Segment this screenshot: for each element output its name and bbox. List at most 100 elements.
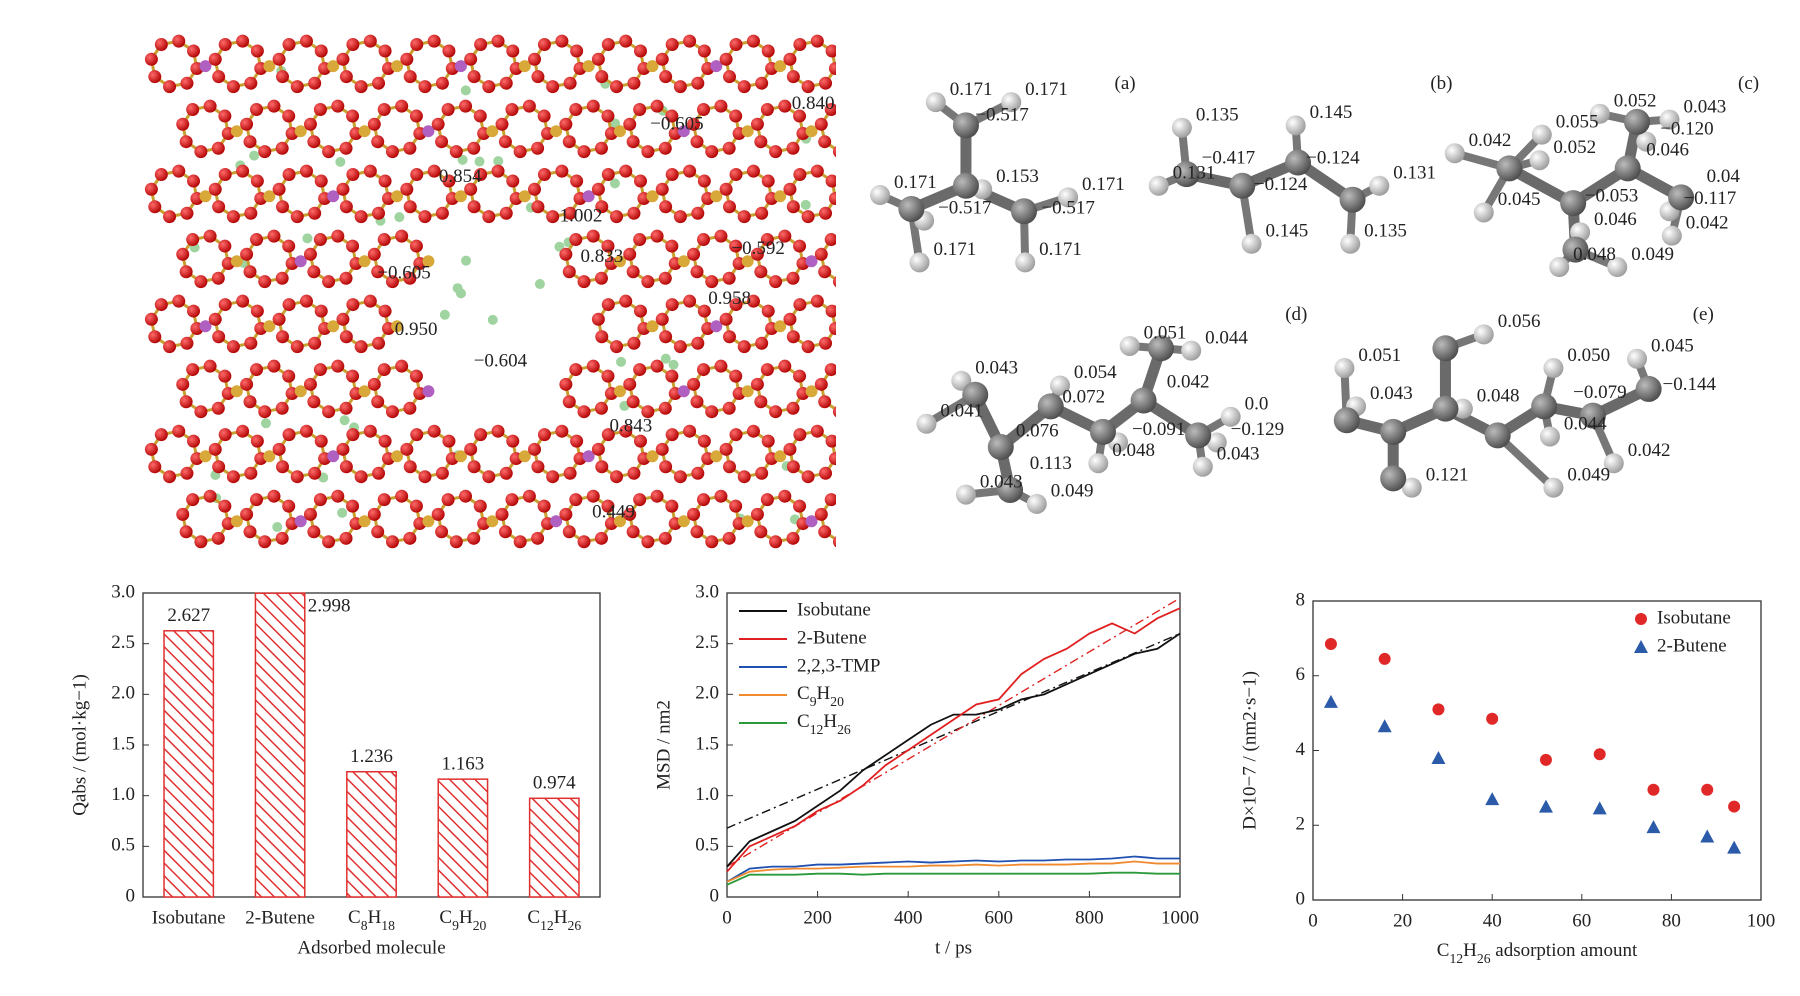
point [1700, 829, 1715, 843]
silicon-atom [613, 385, 626, 398]
carbon-atom [1380, 418, 1407, 445]
oxygen-atom [793, 499, 807, 513]
charge-label: 0.051 [1144, 323, 1187, 344]
oxygen-atom [824, 493, 836, 507]
oxygen-atom [331, 229, 345, 243]
carbon-atom [1531, 393, 1558, 420]
oxygen-atom [687, 507, 701, 521]
oxygen-atom [626, 395, 640, 409]
value-label: 2.998 [308, 596, 351, 617]
guest-atom [249, 150, 260, 161]
oxygen-atom [818, 265, 832, 279]
oxygen-atom [714, 359, 728, 373]
guest-atom [660, 353, 671, 364]
oxygen-atom [860, 257, 873, 270]
oxygen-atom [528, 442, 542, 456]
oxygen-atom [595, 70, 609, 84]
oxygen-atom [810, 34, 824, 48]
point [1431, 750, 1446, 764]
ring [687, 359, 754, 419]
oxygen-atom [276, 460, 290, 474]
oxygen-atom [400, 52, 414, 66]
oxygen-atom [610, 210, 624, 224]
oxygen-atom [163, 470, 177, 484]
oxygen-atom [769, 145, 783, 159]
oxygen-atom [410, 428, 424, 442]
ring [464, 424, 531, 484]
silicon-atom [263, 450, 276, 463]
oxygen-atom [346, 38, 360, 52]
oxygen-atom [546, 210, 560, 224]
bond [863, 116, 866, 133]
oxygen-atom [687, 377, 701, 391]
oxygen-atom [528, 52, 542, 66]
oxygen-atom [673, 210, 687, 224]
oxygen-atom [569, 493, 583, 507]
charge-label: 0.843 [610, 416, 653, 437]
hydrogen-atom [1369, 175, 1390, 196]
oxygen-atom [331, 359, 345, 373]
oxygen-atom [211, 531, 225, 545]
oxygen-atom [148, 200, 162, 214]
oxygen-atom [577, 145, 591, 159]
carbon-atom [1229, 172, 1256, 199]
oxygen-atom [778, 359, 792, 373]
carbon-atom [1037, 393, 1064, 420]
oxygen-atom [243, 265, 257, 279]
charge-label: −0.604 [474, 351, 528, 372]
oxygen-atom [531, 460, 545, 474]
oxygen-atom [641, 145, 655, 159]
oxygen-atom [403, 141, 417, 155]
oxygen-atom [563, 466, 577, 480]
ring [240, 359, 307, 419]
bar [437, 778, 489, 898]
oxygen-atom [641, 535, 655, 549]
oxygen-atom [378, 44, 392, 58]
oxygen-atom [385, 535, 399, 549]
charge-label: −0.605 [650, 114, 703, 135]
hydrogen-atom [1119, 335, 1140, 356]
oxygen-atom [473, 109, 487, 123]
oxygen-atom [346, 168, 360, 182]
oxygen-atom [650, 359, 664, 373]
silicon-atom [741, 255, 754, 268]
oxygen-atom [240, 377, 254, 391]
aluminium-atom [422, 385, 435, 398]
carbon-atom [1614, 155, 1641, 182]
carbon-atom [1635, 375, 1662, 402]
x-tick-label: 40 [1483, 910, 1502, 931]
y-tick-label: 8 [1296, 589, 1306, 610]
oxygen-atom [824, 103, 836, 117]
oxygen-atom [371, 135, 385, 149]
oxygen-atom [267, 229, 281, 243]
oxygen-atom [307, 525, 321, 539]
oxygen-atom [842, 230, 855, 243]
aluminium-atom [199, 320, 212, 333]
ring [208, 424, 276, 484]
charge-label: 0.145 [1265, 221, 1308, 242]
molecule: 0.056 0.051 0.050 0.045 0.043 0.048 −0.079 −0.1… [1333, 304, 1717, 498]
oxygen-atom [395, 489, 409, 503]
carbon-atom [1560, 190, 1587, 217]
carbon-atom [1668, 184, 1695, 211]
oxygen-atom [537, 428, 551, 442]
ring [367, 99, 435, 159]
oxygen-atom [769, 535, 783, 549]
aluminium-atom [582, 450, 595, 463]
oxygen-atom [633, 103, 647, 117]
hydrogen-atom [925, 92, 946, 113]
oxygen-atom [665, 168, 679, 182]
oxygen-atom [810, 294, 824, 308]
oxygen-atom [282, 38, 296, 52]
oxygen-atom [850, 402, 863, 415]
oxygen-atom [623, 377, 637, 391]
carbon-atom [1380, 465, 1407, 492]
oxygen-atom [498, 135, 512, 149]
oxygen-atom [577, 275, 591, 289]
ring [559, 359, 626, 419]
guest-atom [800, 199, 811, 210]
bond [849, 366, 864, 376]
oxygen-atom [687, 247, 701, 261]
hydrogen-atom [1539, 426, 1560, 447]
